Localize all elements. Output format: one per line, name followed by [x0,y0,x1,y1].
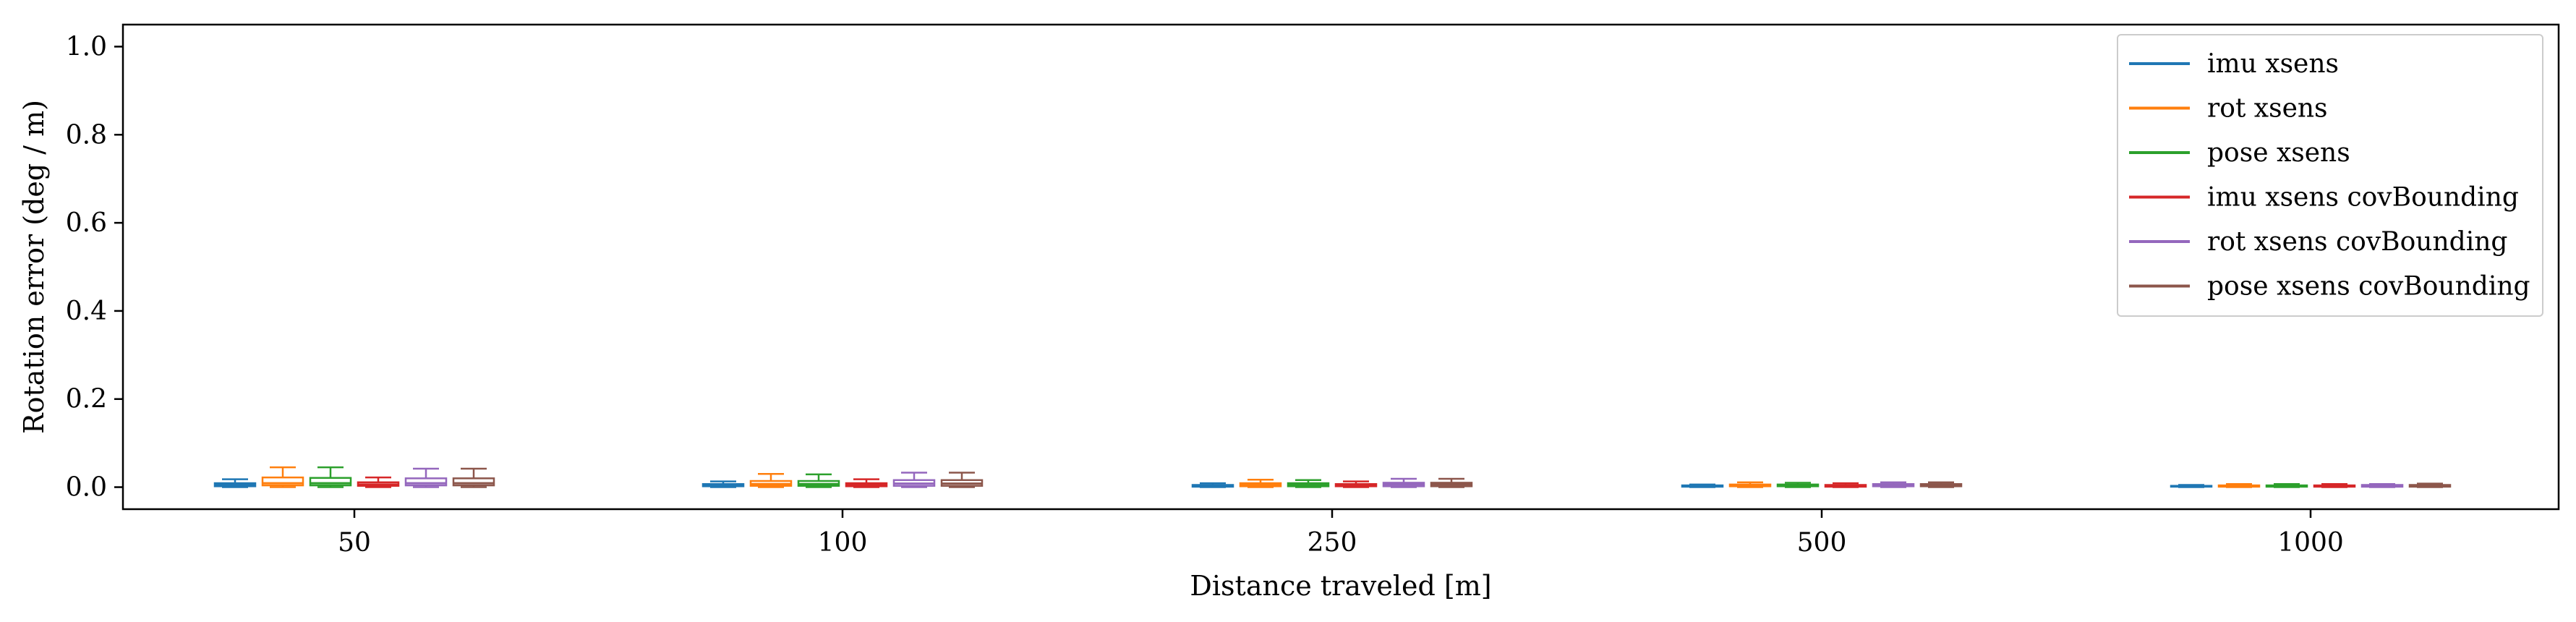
box-0-4 [2170,484,2213,488]
box-1-0 [261,466,304,488]
y-axis-label: Rotation error (deg / m) [18,100,50,434]
box-3-3 [1824,482,1867,488]
x-tick-label-3: 500 [1797,528,1847,558]
box-body [452,477,495,487]
box-5-3 [1919,481,1963,488]
box-1-2 [1239,478,1282,488]
x-axis-label: Distance traveled [m] [1190,570,1491,602]
legend: imu xsens rot xsens pose xsens imu xsens co… [2117,34,2543,317]
box-4-3 [1872,481,1915,488]
x-tick-label-1: 100 [818,528,868,558]
y-axis-ticks: 0.0 0.2 0.4 0.6 0.8 1.0 [66,32,123,503]
x-tick-label-4: 1000 [2277,528,2344,558]
x-tick-label-2: 250 [1308,528,1357,558]
box-4-4 [2360,483,2404,488]
legend-label-1: rot xsens [2207,94,2328,124]
box-2-4 [2265,483,2308,488]
box-5-0 [452,467,495,488]
y-tick-label-3: 0.6 [66,208,107,238]
box-0-2 [1191,482,1234,488]
box-5-4 [2408,482,2452,488]
box-4-0 [404,467,448,488]
y-tick-label-4: 0.8 [66,120,107,150]
box-0-0 [213,478,257,488]
box-4-2 [1382,477,1425,488]
box-0-1 [701,480,745,488]
legend-box [2117,34,2543,317]
box-body [404,477,448,487]
box-3-4 [2313,483,2356,488]
legend-label-4: rot xsens covBounding [2207,227,2507,257]
plot-elements [213,466,2452,488]
plot-frame [121,23,2560,511]
box-body [261,476,304,487]
box-3-1 [845,478,888,488]
legend-label-2: pose xsens [2207,138,2350,168]
box-5-2 [1430,477,1473,488]
x-tick-label-0: 50 [338,528,371,558]
legend-label-0: imu xsens [2207,49,2339,79]
y-tick-label-0: 0.0 [66,473,107,503]
box-3-2 [1334,480,1378,488]
box-5-1 [940,472,984,488]
box-2-2 [1287,479,1330,488]
legend-label-3: imu xsens covBounding [2207,183,2519,213]
y-tick-label-2: 0.4 [66,297,107,326]
box-4-1 [892,472,936,488]
box-2-1 [797,473,840,488]
y-tick-label-5: 1.0 [66,32,107,61]
box-0-3 [1681,483,1724,488]
box-1-1 [749,473,793,488]
legend-label-5: pose xsens covBounding [2207,272,2530,302]
box-body [309,477,352,487]
y-tick-label-1: 0.2 [66,385,107,414]
box-2-0 [309,466,352,488]
box-1-3 [1728,481,1772,488]
box-2-3 [1776,482,1820,488]
x-axis-ticks: 50 100 250 500 1000 [338,509,2344,558]
box-1-4 [2217,483,2261,488]
box-3-0 [357,476,400,488]
